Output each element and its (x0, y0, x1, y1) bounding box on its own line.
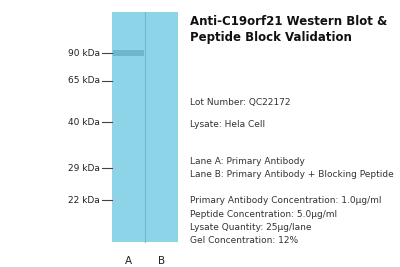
Text: 22 kDa: 22 kDa (68, 196, 100, 205)
Text: Lane B: Primary Antibody + Blocking Peptide: Lane B: Primary Antibody + Blocking Pept… (190, 170, 394, 179)
Text: Lot Number: QC22172: Lot Number: QC22172 (190, 98, 290, 107)
Bar (113, 50, 144, 56)
Text: 29 kDa: 29 kDa (68, 164, 100, 173)
Text: Lysate: Hela Cell: Lysate: Hela Cell (190, 120, 265, 129)
Bar (112, 12, 178, 242)
Text: 90 kDa: 90 kDa (68, 49, 100, 58)
Text: Anti-C19orf21 Western Blot &
Peptide Block Validation: Anti-C19orf21 Western Blot & Peptide Blo… (190, 15, 387, 44)
Text: 40 kDa: 40 kDa (68, 118, 100, 127)
Text: Peptide Concentration: 5.0μg/ml: Peptide Concentration: 5.0μg/ml (190, 210, 337, 219)
Text: Primary Antibody Concentration: 1.0μg/ml: Primary Antibody Concentration: 1.0μg/ml (190, 196, 382, 205)
Text: Lane A: Primary Antibody: Lane A: Primary Antibody (190, 157, 305, 166)
Text: B: B (158, 256, 165, 266)
Text: Gel Concentration: 12%: Gel Concentration: 12% (190, 236, 298, 245)
Text: A: A (125, 256, 132, 266)
Text: Lysate Quantity: 25μg/lane: Lysate Quantity: 25μg/lane (190, 223, 312, 232)
Text: 65 kDa: 65 kDa (68, 76, 100, 85)
